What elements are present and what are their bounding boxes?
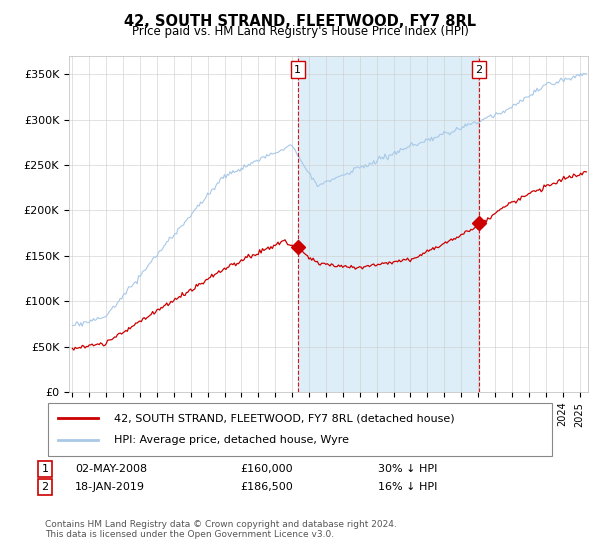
Text: 18-JAN-2019: 18-JAN-2019 <box>75 482 145 492</box>
Text: Contains HM Land Registry data © Crown copyright and database right 2024.
This d: Contains HM Land Registry data © Crown c… <box>45 520 397 539</box>
Text: 2: 2 <box>41 482 49 492</box>
Text: 1: 1 <box>294 64 301 74</box>
Text: 42, SOUTH STRAND, FLEETWOOD, FY7 8RL: 42, SOUTH STRAND, FLEETWOOD, FY7 8RL <box>124 14 476 29</box>
FancyBboxPatch shape <box>48 403 552 456</box>
Bar <box>298 56 479 392</box>
Text: 42, SOUTH STRAND, FLEETWOOD, FY7 8RL (detached house): 42, SOUTH STRAND, FLEETWOOD, FY7 8RL (de… <box>113 413 454 423</box>
Text: HPI: Average price, detached house, Wyre: HPI: Average price, detached house, Wyre <box>113 436 349 445</box>
Text: 1: 1 <box>41 464 49 474</box>
Text: 30% ↓ HPI: 30% ↓ HPI <box>378 464 437 474</box>
Text: 2: 2 <box>475 64 482 74</box>
Text: £160,000: £160,000 <box>240 464 293 474</box>
Text: £186,500: £186,500 <box>240 482 293 492</box>
Text: Price paid vs. HM Land Registry's House Price Index (HPI): Price paid vs. HM Land Registry's House … <box>131 25 469 38</box>
Text: 16% ↓ HPI: 16% ↓ HPI <box>378 482 437 492</box>
Text: 02-MAY-2008: 02-MAY-2008 <box>75 464 147 474</box>
